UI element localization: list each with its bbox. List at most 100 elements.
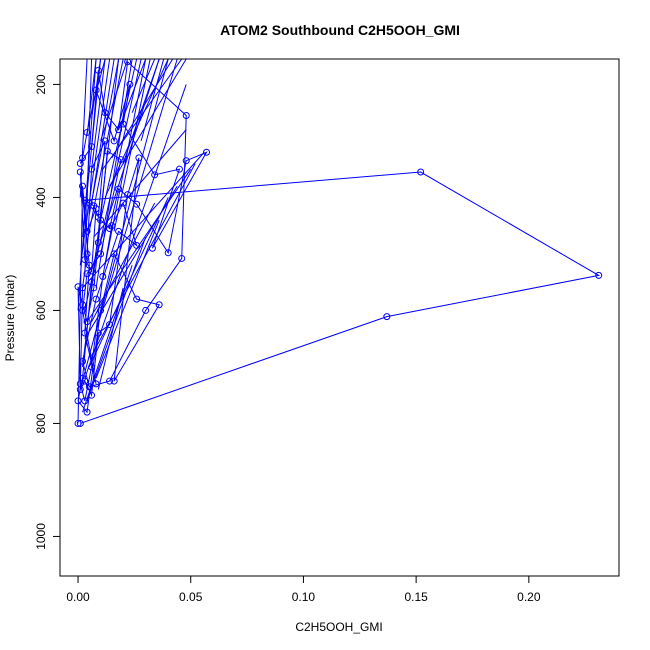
data-point — [178, 254, 186, 262]
series-segment — [97, 287, 124, 390]
data-point — [117, 156, 125, 164]
data-point — [85, 383, 93, 391]
x-tick-label: 0.00 — [66, 590, 90, 604]
data-point — [79, 284, 87, 292]
series-segment — [122, 59, 160, 164]
data-point — [417, 168, 425, 176]
series-segment — [91, 59, 106, 170]
data-point — [81, 256, 89, 264]
series-segment — [84, 59, 93, 277]
series-segment — [91, 202, 156, 322]
data-point — [88, 267, 96, 275]
data-point — [97, 250, 105, 258]
data-point — [155, 301, 163, 309]
data-point — [92, 205, 100, 213]
series-segment — [100, 59, 129, 142]
data-point — [383, 313, 391, 321]
series-segment — [84, 84, 187, 379]
data-point — [99, 273, 107, 281]
data-point — [135, 154, 143, 162]
data-point — [74, 419, 82, 427]
data-point — [103, 147, 111, 155]
data-point — [133, 295, 141, 303]
data-point — [175, 165, 183, 173]
series-segment — [91, 59, 115, 204]
series-segment — [118, 59, 147, 130]
data-point — [101, 137, 109, 145]
data-point — [124, 191, 132, 199]
data-point — [133, 241, 141, 249]
data-point — [119, 199, 127, 207]
data-point — [94, 239, 102, 247]
data-point — [79, 357, 87, 365]
data-point — [133, 200, 141, 208]
data-point — [182, 112, 190, 120]
series-segment — [86, 236, 147, 402]
data-point — [106, 377, 114, 385]
y-tick-label: 800 — [34, 413, 48, 433]
y-axis: 200 400 600 800 1000 — [34, 74, 61, 550]
series-segment — [131, 59, 156, 113]
data-point — [126, 80, 134, 88]
data-point — [76, 160, 84, 168]
series-segment — [93, 129, 187, 238]
y-tick-label: 1000 — [34, 523, 48, 550]
series-line — [77, 60, 601, 424]
data-point — [119, 120, 127, 128]
y-tick-label: 200 — [34, 74, 48, 94]
data-point — [74, 397, 82, 405]
data-point — [106, 321, 114, 329]
data-point — [83, 318, 91, 326]
series-segment — [111, 59, 174, 159]
chart-title: ATOM2 Southbound C2H5OOH_GMI — [220, 22, 460, 38]
data-point — [110, 377, 118, 385]
data-point — [94, 66, 102, 74]
data-point — [74, 283, 82, 291]
x-tick-label: 0.15 — [404, 590, 428, 604]
y-axis-label: Pressure (mbar) — [3, 275, 17, 362]
y-tick-label: 400 — [34, 187, 48, 207]
x-axis: 0.00 0.05 0.10 0.15 0.20 — [66, 575, 541, 604]
data-point — [79, 306, 87, 314]
data-point — [88, 143, 96, 151]
data-point — [92, 295, 100, 303]
series-layer — [74, 59, 603, 427]
data-point — [182, 157, 190, 165]
data-point — [203, 148, 211, 156]
data-point — [83, 128, 91, 136]
data-point — [101, 109, 109, 117]
data-point — [115, 126, 123, 134]
data-point — [76, 168, 84, 176]
data-point — [110, 137, 118, 145]
x-tick-label: 0.10 — [292, 590, 316, 604]
data-point — [88, 363, 96, 371]
data-point — [81, 329, 89, 337]
data-point — [124, 59, 132, 66]
series-segment — [88, 59, 160, 277]
series-segment — [109, 59, 187, 187]
data-point — [83, 408, 91, 416]
data-point — [142, 306, 150, 314]
data-point — [90, 284, 98, 292]
data-point — [595, 271, 603, 279]
series-segment — [95, 219, 160, 379]
y-tick-label: 600 — [34, 300, 48, 320]
data-point — [97, 216, 105, 224]
x-tick-label: 0.05 — [179, 590, 203, 604]
data-point — [81, 397, 89, 405]
data-point — [92, 380, 100, 388]
data-point — [88, 391, 96, 399]
data-point — [94, 329, 102, 337]
x-axis-label: C2H5OOH_GMI — [295, 620, 382, 634]
data-point — [115, 227, 123, 235]
data-point — [76, 380, 84, 388]
data-point — [83, 227, 91, 235]
data-point — [110, 250, 118, 258]
series-segment — [88, 59, 120, 215]
data-point — [164, 249, 172, 257]
x-tick-label: 0.20 — [517, 590, 541, 604]
data-point — [76, 419, 84, 427]
data-point — [92, 86, 100, 94]
series-segment — [88, 197, 169, 368]
